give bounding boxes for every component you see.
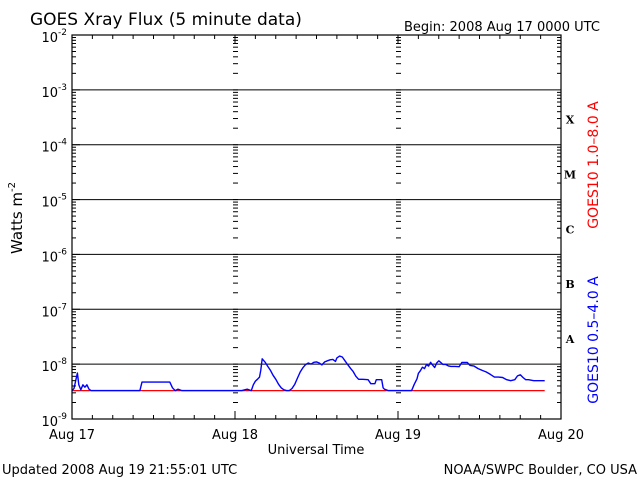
flare-class-label: M	[564, 168, 576, 181]
x-axis-ticks: Aug 17 Aug 18 Aug 19 Aug 20	[49, 35, 584, 443]
footer-updated: Updated 2008 Aug 19 21:55:01 UTC	[2, 463, 237, 478]
legend-goes10-long: GOES10 1.0–8.0 A	[586, 101, 602, 229]
y-tick-label: 10-2	[41, 28, 67, 46]
y-tick-base: 10	[41, 250, 58, 265]
flare-class-label: B	[565, 278, 574, 291]
flare-class-label: X	[566, 114, 575, 127]
x-tick-label: Aug 19	[375, 428, 421, 443]
footer-credit: NOAA/SWPC Boulder, CO USA	[444, 463, 637, 478]
y-tick-label: 10-8	[41, 357, 67, 375]
x-axis-label: Universal Time	[268, 443, 365, 458]
y-tick-label: 10-9	[41, 412, 67, 430]
y-tick-exponent: -5	[58, 193, 67, 203]
chart-begin-time: Begin: 2008 Aug 17 0000 UTC	[404, 20, 600, 35]
x-tick-label: Aug 17	[49, 428, 95, 443]
y-tick-exponent: -6	[58, 247, 67, 257]
flare-class-label: A	[565, 333, 575, 346]
y-axis-label-main: Watts m	[8, 192, 26, 254]
y-tick-exponent: -3	[58, 83, 67, 93]
y-tick-base: 10	[41, 31, 58, 46]
y-axis-label-exponent: -2	[7, 182, 18, 192]
flare-class-label: C	[566, 223, 575, 236]
y-tick-exponent: -8	[58, 357, 67, 367]
y-axis-label: Watts m-2	[7, 182, 26, 254]
y-tick-exponent: -9	[58, 412, 67, 422]
x-tick-label: Aug 20	[538, 428, 584, 443]
y-tick-exponent: -7	[58, 302, 67, 312]
y-tick-label: 10-5	[41, 193, 67, 211]
legend-goes10-short: GOES10 0.5–4.0 A	[586, 276, 602, 404]
y-tick-base: 10	[41, 415, 58, 430]
x-tick-label: Aug 18	[212, 428, 258, 443]
y-tick-base: 10	[41, 86, 58, 101]
data-series	[71, 355, 545, 392]
y-tick-label: 10-4	[41, 138, 67, 156]
y-axis-ticks: 10-210-310-410-510-610-710-810-9	[41, 28, 561, 430]
y-tick-exponent: -4	[58, 138, 67, 148]
y-tick-exponent: -2	[58, 28, 67, 38]
y-tick-label: 10-3	[41, 83, 67, 101]
y-tick-label: 10-7	[41, 302, 67, 320]
y-tick-base: 10	[41, 360, 58, 375]
y-tick-base: 10	[41, 196, 58, 211]
y-tick-base: 10	[41, 305, 58, 320]
y-tick-label: 10-6	[41, 247, 67, 265]
y-tick-base: 10	[41, 141, 58, 156]
series-line	[71, 355, 545, 392]
chart-title: GOES Xray Flux (5 minute data)	[30, 10, 302, 30]
flare-class-labels: X M C B A	[564, 114, 576, 346]
